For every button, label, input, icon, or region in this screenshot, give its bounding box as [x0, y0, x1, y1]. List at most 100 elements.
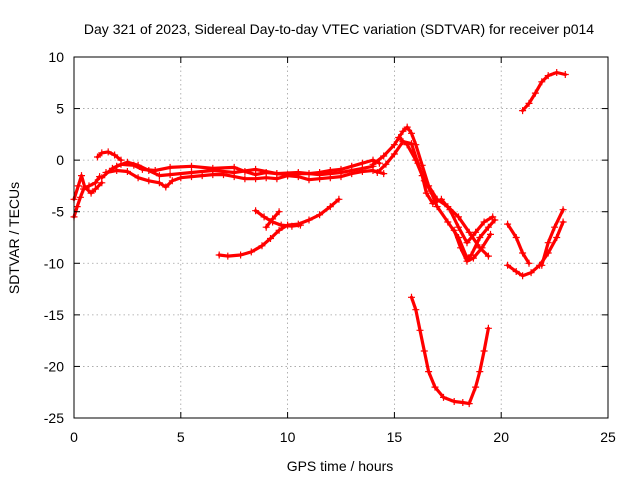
- data-point: [527, 269, 535, 277]
- series-line: [104, 168, 386, 189]
- data-point: [288, 222, 296, 230]
- y-tick-label: 5: [56, 101, 64, 117]
- data-point: [446, 206, 454, 214]
- data-point: [437, 195, 445, 203]
- x-tick-label: 15: [387, 429, 403, 445]
- series-mid-short: [262, 208, 283, 231]
- y-axis-label: SDTVAR / TECUs: [6, 182, 22, 294]
- data-point: [476, 368, 484, 376]
- data-point: [155, 172, 163, 180]
- data-point: [104, 148, 112, 156]
- data-point: [76, 193, 84, 201]
- series-late-upper: [519, 69, 569, 115]
- data-point: [459, 399, 467, 406]
- data-point: [358, 164, 366, 172]
- data-point: [395, 134, 403, 141]
- data-point: [504, 220, 512, 228]
- data-point: [455, 213, 462, 221]
- data-point: [198, 172, 206, 180]
- data-point: [98, 149, 106, 157]
- series-line: [397, 135, 495, 245]
- data-point: [78, 172, 85, 180]
- data-point: [94, 153, 101, 161]
- data-point: [457, 244, 465, 252]
- data-point: [450, 226, 458, 234]
- series-line: [506, 222, 531, 265]
- data-point: [267, 235, 274, 242]
- data-point: [525, 259, 533, 267]
- series-line: [452, 228, 493, 263]
- series-line: [506, 220, 565, 278]
- data-point: [273, 170, 281, 178]
- data-point: [408, 293, 415, 301]
- data-point: [262, 223, 270, 231]
- series-peak-lowest: [450, 226, 494, 265]
- data-point: [326, 174, 334, 182]
- series-bump-1h: [94, 148, 125, 164]
- data-point: [91, 179, 99, 187]
- data-point: [408, 140, 415, 148]
- data-point: [561, 71, 569, 78]
- data-point: [519, 107, 527, 115]
- data-point: [478, 244, 486, 252]
- data-point: [168, 177, 176, 185]
- data-point: [111, 151, 119, 159]
- data-point: [188, 169, 195, 176]
- data-point: [472, 383, 480, 391]
- data-point: [484, 252, 492, 260]
- data-point: [134, 174, 142, 182]
- data-point: [489, 213, 497, 221]
- data-point: [390, 150, 398, 158]
- data-point: [416, 326, 424, 334]
- series-peak-middle: [395, 134, 497, 247]
- data-point: [525, 99, 533, 107]
- data-point: [429, 200, 437, 207]
- data-point: [484, 324, 492, 332]
- data-point: [369, 160, 377, 168]
- data-point: [188, 162, 195, 170]
- data-point: [102, 169, 110, 176]
- data-point: [237, 251, 245, 259]
- data-point: [559, 218, 567, 226]
- series-line: [409, 295, 490, 406]
- data-point: [337, 169, 345, 176]
- data-point: [427, 187, 435, 195]
- data-point: [463, 257, 471, 265]
- series-late-lower-b: [504, 220, 533, 267]
- series-line: [115, 160, 375, 178]
- data-point: [177, 174, 185, 182]
- data-point: [258, 242, 266, 250]
- plot-frame: [73, 56, 609, 419]
- data-point: [544, 239, 552, 247]
- data-point: [465, 400, 473, 408]
- data-point: [145, 167, 153, 174]
- x-tick-label: 0: [70, 429, 78, 445]
- data-point: [544, 72, 552, 80]
- data-point: [444, 218, 452, 226]
- series-mid-fall: [252, 207, 304, 230]
- data-point: [296, 221, 304, 229]
- x-axis-label: GPS time / hours: [287, 458, 394, 474]
- data-point: [241, 175, 249, 183]
- data-series-layer: [70, 69, 569, 408]
- data-point: [155, 179, 163, 187]
- data-point: [294, 169, 302, 176]
- data-point: [519, 249, 527, 257]
- data-point: [403, 123, 411, 131]
- data-point: [335, 195, 343, 203]
- data-point: [91, 185, 99, 193]
- data-point: [85, 182, 93, 190]
- data-point: [399, 127, 407, 135]
- data-point: [465, 228, 473, 236]
- axis-ticks: [73, 56, 609, 419]
- data-point: [123, 158, 131, 166]
- data-point: [420, 347, 428, 355]
- data-point: [277, 221, 285, 229]
- series-mid-rise: [215, 195, 343, 260]
- y-tick-label: -5: [52, 204, 65, 220]
- data-point: [316, 171, 324, 179]
- data-point: [252, 207, 260, 215]
- data-point: [480, 347, 488, 355]
- y-tick-label: -25: [44, 410, 64, 426]
